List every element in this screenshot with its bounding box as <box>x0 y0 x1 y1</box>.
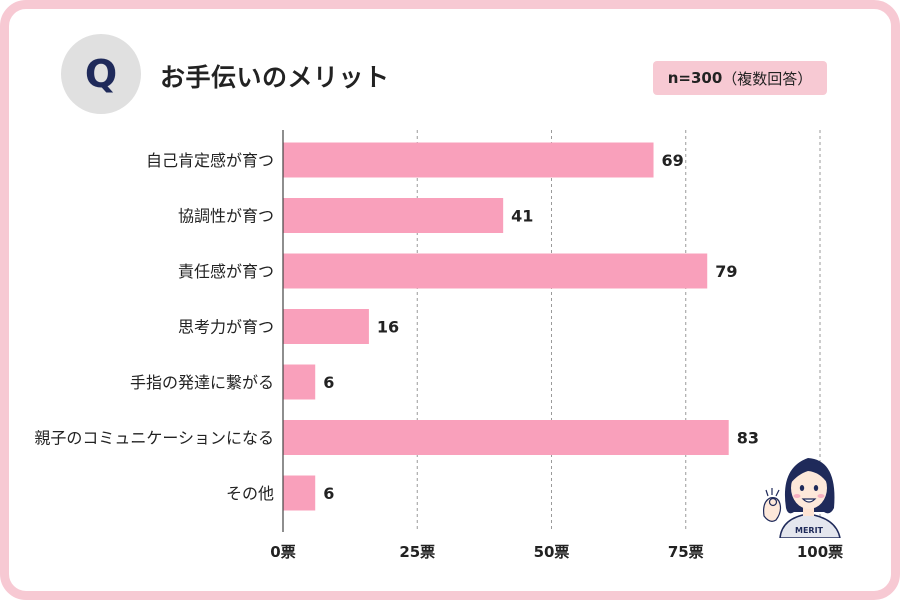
fringe-shape <box>790 463 828 484</box>
category-label: その他 <box>226 484 274 503</box>
question-letter: Q <box>84 52 118 96</box>
x-tick-label: 100票 <box>797 543 843 561</box>
value-label: 6 <box>323 484 334 503</box>
face-shape <box>791 467 827 509</box>
value-label: 16 <box>377 318 399 337</box>
value-label: 6 <box>323 373 334 392</box>
sample-size-value: n=300 <box>667 69 723 87</box>
sample-size-note: （複数回答） <box>722 69 813 88</box>
category-label: 協調性が育つ <box>178 207 274 226</box>
bar <box>283 142 654 178</box>
question-badge: Q <box>61 34 141 114</box>
x-tick-label: 50票 <box>534 543 570 561</box>
bar <box>283 364 316 400</box>
ok-hand-icon <box>763 497 782 522</box>
bar <box>283 475 316 511</box>
ok-hand-circle <box>768 497 778 507</box>
neck-shape <box>803 504 814 516</box>
chart-title: お手伝いのメリット <box>160 63 390 92</box>
category-label: 責任感が育つ <box>178 262 274 281</box>
category-label: 思考力が育つ <box>178 318 274 337</box>
x-tick-label: 75票 <box>668 543 704 561</box>
category-label: 親子のコミュニケーションになる <box>34 429 274 448</box>
x-tick-label: 25票 <box>399 543 435 561</box>
left-eye <box>799 485 805 491</box>
category-label: 自己肯定感が育つ <box>146 151 274 170</box>
bar <box>283 309 369 344</box>
category-label: 手指の発達に繋がる <box>130 373 274 392</box>
value-label: 79 <box>715 262 737 281</box>
bar <box>283 420 729 455</box>
value-label: 41 <box>511 207 533 226</box>
left-cheek <box>793 494 801 498</box>
x-tick-label: 0票 <box>270 543 295 561</box>
bar <box>283 198 504 233</box>
person-illustration: MERIT <box>763 458 841 538</box>
right-cheek <box>817 494 825 498</box>
right-eye <box>813 485 819 491</box>
bar <box>283 253 708 289</box>
smile <box>801 498 817 503</box>
shirt-text: MERIT <box>795 526 824 535</box>
sample-size-badge: n=300 （複数回答） <box>653 61 827 95</box>
value-label: 83 <box>737 429 759 448</box>
value-label: 69 <box>662 151 684 170</box>
